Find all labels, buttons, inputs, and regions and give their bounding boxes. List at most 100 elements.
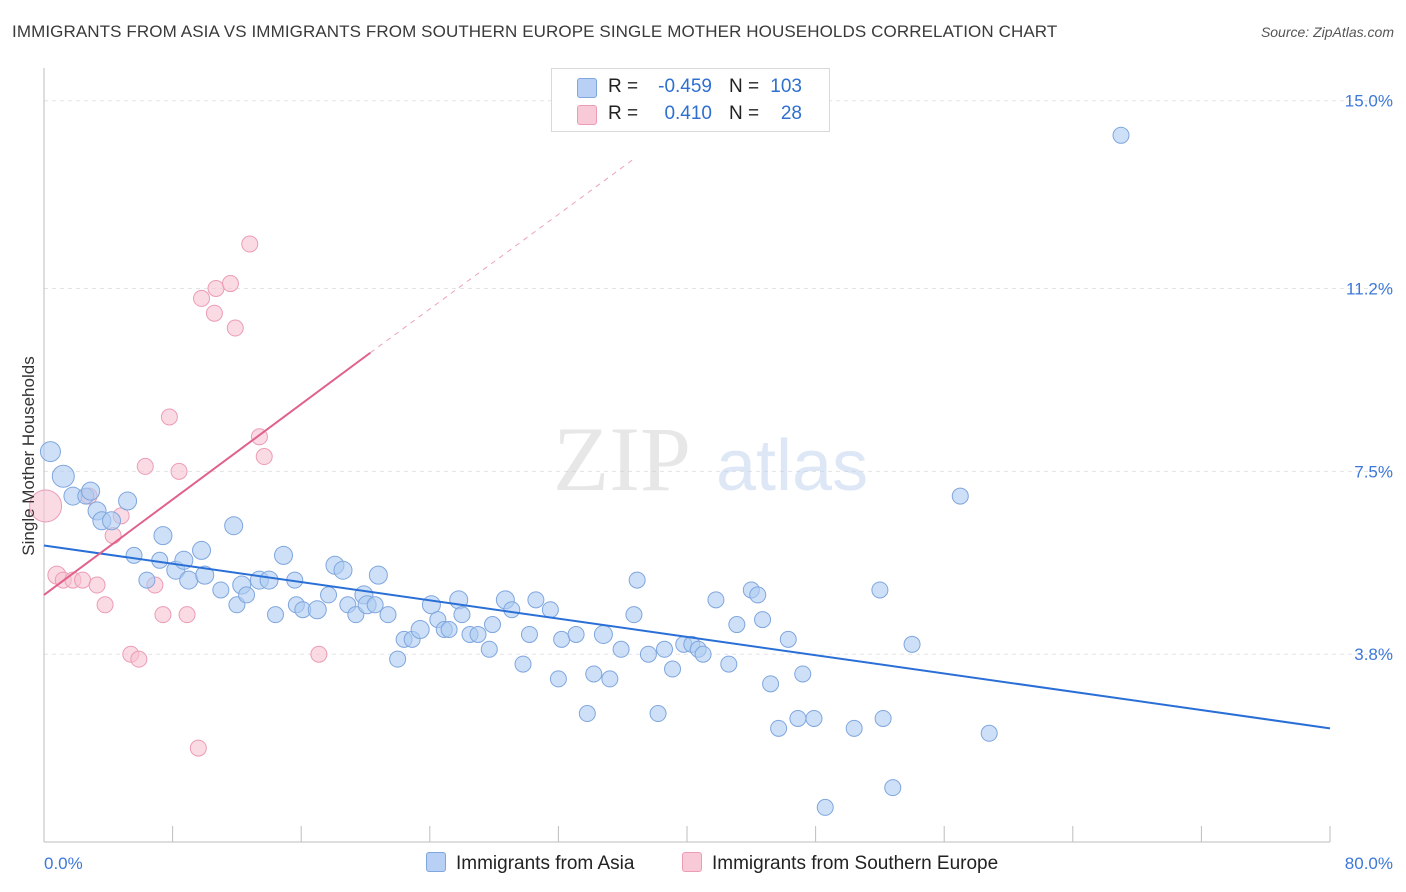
asia-point <box>389 650 407 668</box>
asia-point <box>192 540 212 560</box>
europe-point <box>130 650 148 668</box>
asia-point <box>612 640 630 658</box>
europe-point <box>226 319 244 337</box>
asia-point <box>453 606 471 624</box>
europe-point <box>29 489 63 523</box>
europe-point <box>241 235 259 253</box>
asia-point <box>379 606 397 624</box>
asia-point <box>794 665 812 683</box>
x-tick-label: 80.0% <box>1345 854 1393 873</box>
legend-item-asia[interactable]: Immigrants from Asia <box>426 852 634 875</box>
asia-point <box>238 586 256 604</box>
legend-r-label: R = <box>608 103 639 124</box>
asia-point <box>601 670 619 688</box>
legend-item-europe[interactable]: Immigrants from Southern Europe <box>682 852 998 875</box>
asia-point <box>664 660 682 678</box>
asia-point <box>274 545 294 565</box>
asia-point <box>138 571 156 589</box>
legend-n-label: N = <box>729 76 760 97</box>
asia-point <box>816 798 834 816</box>
legend-r-value: 0.410 <box>664 103 712 124</box>
europe-point <box>310 645 328 663</box>
asia-point <box>195 565 215 585</box>
legend-swatch-asia <box>577 78 597 98</box>
europe-point <box>136 457 154 475</box>
asia-point <box>874 709 892 727</box>
asia-point <box>307 600 327 620</box>
europe-trend-line <box>43 351 371 596</box>
y-tick-label: 11.2% <box>1346 280 1393 299</box>
asia-point <box>903 635 921 653</box>
asia-point <box>527 591 545 609</box>
asia-point <box>585 665 603 683</box>
europe-point <box>170 462 188 480</box>
asia-point <box>762 675 780 693</box>
asia-point <box>483 616 501 634</box>
asia-point <box>628 571 646 589</box>
asia-point <box>125 546 143 564</box>
asia-point <box>980 724 998 742</box>
asia-point <box>578 705 596 723</box>
legend-label-asia: Immigrants from Asia <box>456 853 635 874</box>
asia-point <box>212 581 230 599</box>
legend-swatch-asia <box>426 852 446 872</box>
trend-lines <box>43 159 1331 730</box>
asia-point <box>51 464 75 488</box>
source-label: Source: ZipAtlas.com <box>1260 24 1394 40</box>
asia-point <box>541 601 559 619</box>
asia-point <box>694 645 712 663</box>
europe-point <box>154 606 172 624</box>
asia-point <box>789 709 807 727</box>
asia-point <box>333 560 353 580</box>
asia-point <box>779 630 797 648</box>
europe-point <box>193 289 211 307</box>
europe-point <box>221 275 239 293</box>
asia-point <box>480 640 498 658</box>
asia-point <box>655 640 673 658</box>
europe-point <box>88 576 106 594</box>
asia-point <box>410 619 430 639</box>
x-tick-label: 0.0% <box>44 854 83 873</box>
europe-point <box>74 571 92 589</box>
asia-point <box>951 487 969 505</box>
asia-point <box>749 586 767 604</box>
asia-point <box>368 565 388 585</box>
europe-trend-extension <box>370 159 633 354</box>
asia-trend-line <box>43 544 1331 730</box>
asia-point <box>259 570 279 590</box>
asia-point <box>553 630 571 648</box>
asia-point <box>754 611 772 629</box>
asia-point <box>567 625 585 643</box>
asia-point <box>520 625 538 643</box>
y-tick-label: 3.8% <box>1354 645 1393 664</box>
legend-n-value: 103 <box>770 76 802 97</box>
correlation-legend: R = -0.459 N = 103 R = 0.410 N = 28 <box>551 68 830 132</box>
asia-point <box>625 606 643 624</box>
legend-swatch-europe <box>682 852 702 872</box>
y-tick-labels: 3.8% 7.5% 11.2% 15.0% <box>1345 92 1393 664</box>
asia-point <box>224 516 244 536</box>
asia-point <box>266 606 284 624</box>
watermark-atlas: atlas <box>716 426 868 506</box>
asia-point <box>39 441 61 463</box>
asia-point <box>469 625 487 643</box>
asia-point <box>1112 126 1130 144</box>
watermark: ZIP atlas <box>553 408 868 510</box>
europe-point <box>205 304 223 322</box>
asia-point <box>421 595 441 615</box>
y-tick-label: 7.5% <box>1354 462 1393 481</box>
asia-point <box>728 616 746 634</box>
x-tick-labels: 0.0% 80.0% <box>44 854 1393 873</box>
chart-title: IMMIGRANTS FROM ASIA VS IMMIGRANTS FROM … <box>12 22 1058 41</box>
legend-r-label: R = <box>608 76 639 97</box>
europe-point <box>207 280 225 298</box>
asia-point <box>845 719 863 737</box>
asia-point <box>503 601 521 619</box>
legend-n-label: N = <box>729 103 760 124</box>
asia-point <box>153 526 173 546</box>
legend-n-value: 28 <box>780 103 802 124</box>
asia-point <box>593 624 613 644</box>
asia-point <box>805 709 823 727</box>
asia-point <box>720 655 738 673</box>
asia-point <box>179 570 199 590</box>
